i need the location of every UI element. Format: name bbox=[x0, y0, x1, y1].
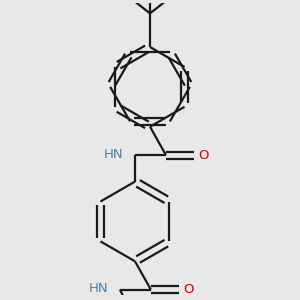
Text: O: O bbox=[198, 148, 208, 161]
Text: O: O bbox=[183, 283, 193, 296]
Text: HN: HN bbox=[104, 148, 123, 161]
Text: HN: HN bbox=[89, 282, 108, 295]
